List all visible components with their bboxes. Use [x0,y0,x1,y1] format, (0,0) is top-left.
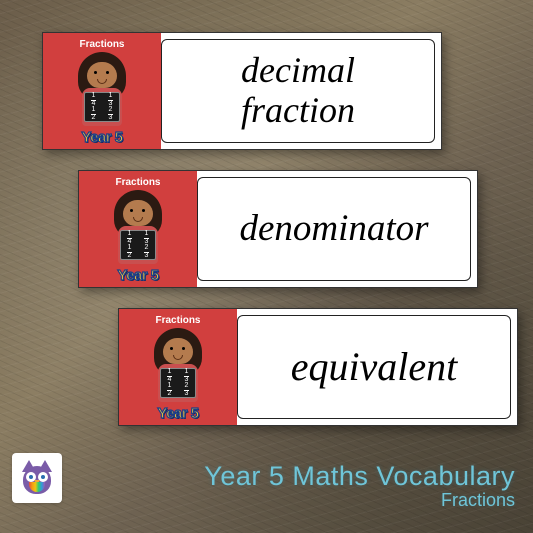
owl-icon [20,460,54,496]
card-topic-label: Fractions [115,177,160,188]
child-character-icon: 14131223 [148,328,208,402]
vocab-card: Fractions 14131223 Year 5equivalent [118,308,518,426]
year-label: Year 5 [79,267,197,284]
year-label: Year 5 [43,129,161,146]
footer: Year 5 Maths Vocabulary Fractions [204,461,515,511]
vocab-card: Fractions 14131223 Year 5denominator [78,170,478,288]
card-topic-label: Fractions [79,39,124,50]
footer-subtitle: Fractions [204,490,515,511]
footer-title: Year 5 Maths Vocabulary [204,461,515,492]
card-left-panel: Fractions 14131223 Year 5 [119,309,237,425]
card-left-panel: Fractions 14131223 Year 5 [79,171,197,287]
vocab-term: equivalent [237,315,511,419]
owl-logo-badge [12,453,62,503]
card-left-panel: Fractions 14131223 Year 5 [43,33,161,149]
year-label: Year 5 [119,405,237,422]
vocab-term: decimalfraction [161,39,435,143]
vocab-card: Fractions 14131223 Year 5decimalfraction [42,32,442,150]
child-character-icon: 14131223 [108,190,168,264]
card-topic-label: Fractions [155,315,200,326]
child-character-icon: 14131223 [72,52,132,126]
vocab-term: denominator [197,177,471,281]
